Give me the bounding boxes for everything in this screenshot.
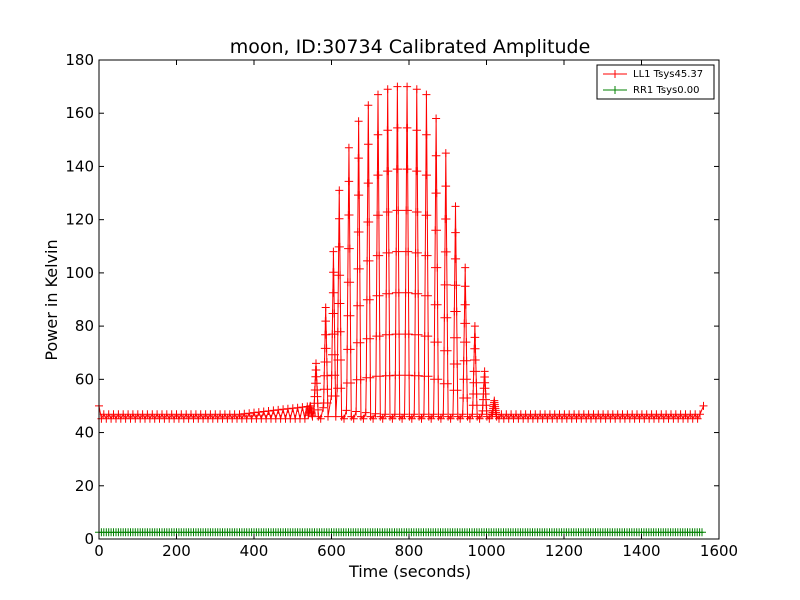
legend: LL1 Tsys45.37 RR1 Tsys0.00	[596, 64, 715, 100]
chart-title: moon, ID:30734 Calibrated Amplitude	[230, 36, 591, 58]
y-tick-label: 40	[75, 424, 94, 442]
legend-marker-rr1	[611, 86, 619, 94]
x-tick-label: 1600	[700, 542, 738, 560]
y-tick-label: 20	[75, 477, 94, 495]
legend-label-ll1: LL1 Tsys45.37	[633, 69, 703, 80]
x-tick-label: 1200	[545, 542, 583, 560]
y-tick-label: 60	[75, 370, 94, 388]
legend-entry-rr1: RR1 Tsys0.00	[603, 85, 700, 96]
y-tick-label: 140	[65, 157, 94, 175]
plot-area	[95, 82, 708, 537]
legend-label-rr1: RR1 Tsys0.00	[633, 85, 700, 96]
x-tick-label: 200	[162, 542, 191, 560]
y-tick-label: 100	[65, 264, 94, 282]
x-tick-label: 600	[317, 542, 346, 560]
y-tick-label: 180	[65, 51, 94, 69]
legend-marker-ll1	[611, 70, 619, 78]
x-tick-label: 400	[240, 542, 269, 560]
axis-ticks: 0 200 400 600 800 1000 1200 1400 1600 0 20 40 60 80 10…	[65, 51, 738, 560]
x-tick-label: 1400	[622, 542, 660, 560]
y-tick-label: 80	[75, 317, 94, 335]
x-tick-label: 1000	[467, 542, 505, 560]
x-tick-label: 800	[395, 542, 424, 560]
y-axis-label: Power in Kelvin	[42, 239, 61, 360]
y-tick-label: 160	[65, 104, 94, 122]
legend-box	[596, 64, 715, 100]
legend-entry-ll1: LL1 Tsys45.37	[603, 69, 703, 80]
x-axis-label: Time (seconds)	[348, 562, 471, 581]
y-tick-label: 0	[84, 530, 94, 548]
y-tick-label: 120	[65, 211, 94, 229]
x-tick-label: 0	[94, 542, 104, 560]
